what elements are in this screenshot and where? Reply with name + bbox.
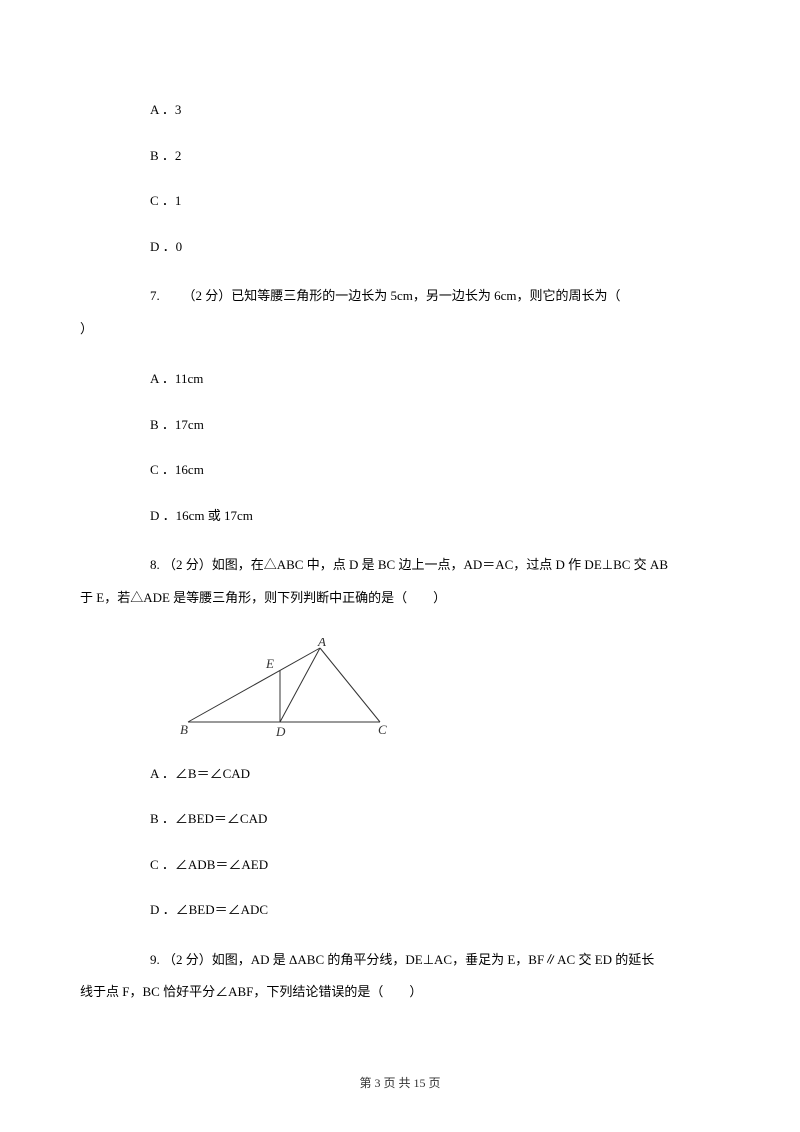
option-text: B ．17cm (150, 417, 204, 432)
question-text: 于 E，若△ADE 是等腰三角形，则下列判断中正确的是（ ） (80, 590, 446, 605)
option-text: B ．2 (150, 148, 181, 163)
q8-option-b: B ．∠BED＝∠CAD (80, 809, 720, 829)
q6-option-d: D ．0 (80, 237, 720, 257)
q8-text-line2: 于 E，若△ADE 是等腰三角形，则下列判断中正确的是（ ） (80, 584, 720, 613)
q7-option-c: C ．16cm (80, 460, 720, 480)
question-text: 7. （2 分）已知等腰三角形的一边长为 5cm，另一边长为 6cm，则它的周长… (150, 288, 621, 303)
q8-option-d: D ．∠BED＝∠ADC (80, 900, 720, 920)
option-text: D ．0 (150, 239, 182, 254)
option-text: C ．1 (150, 193, 181, 208)
option-text: B ．∠BED＝∠CAD (150, 811, 267, 826)
svg-text:B: B (180, 722, 188, 737)
q8-figure: A B C D E (180, 638, 720, 744)
option-text: C ．16cm (150, 462, 204, 477)
svg-text:E: E (265, 656, 274, 671)
option-text: D ．16cm 或 17cm (150, 508, 253, 523)
q8-option-a: A ．∠B＝∠CAD (80, 764, 720, 784)
question-text: 线于点 F，BC 恰好平分∠ABF，下列结论错误的是（ ） (80, 984, 422, 999)
question-text: ） (80, 321, 93, 336)
triangle-diagram: A B C D E (180, 638, 410, 738)
q8-option-c: C ．∠ADB＝∠AED (80, 855, 720, 875)
q7-text-line2: ） (80, 315, 720, 344)
option-text: A ．11cm (150, 371, 203, 386)
svg-text:A: A (317, 638, 326, 649)
option-text: A ．∠B＝∠CAD (150, 766, 250, 781)
q9-text-line2: 线于点 F，BC 恰好平分∠ABF，下列结论错误的是（ ） (80, 978, 720, 1007)
page-content: A ．3 B ．2 C ．1 D ．0 7. （2 分）已知等腰三角形的一边长为… (0, 0, 800, 1007)
page-number: 第 3 页 共 15 页 (359, 1076, 440, 1090)
q7-option-a: A ．11cm (80, 369, 720, 389)
question-text: 9. （2 分）如图，AD 是 ΔABC 的角平分线，DE⊥AC，垂足为 E，B… (150, 952, 654, 967)
page-footer: 第 3 页 共 15 页 (0, 1074, 800, 1092)
svg-text:D: D (275, 724, 286, 738)
q9-text-line1: 9. （2 分）如图，AD 是 ΔABC 的角平分线，DE⊥AC，垂足为 E，B… (80, 946, 720, 975)
q7-option-d: D ．16cm 或 17cm (80, 506, 720, 526)
q7-text-line1: 7. （2 分）已知等腰三角形的一边长为 5cm，另一边长为 6cm，则它的周长… (80, 282, 720, 311)
q8-text-line1: 8. （2 分）如图，在△ABC 中，点 D 是 BC 边上一点，AD＝AC，过… (80, 551, 720, 580)
q6-option-b: B ．2 (80, 146, 720, 166)
option-text: D ．∠BED＝∠ADC (150, 902, 268, 917)
q6-option-a: A ．3 (80, 100, 720, 120)
q7-option-b: B ．17cm (80, 415, 720, 435)
svg-text:C: C (378, 722, 387, 737)
option-text: C ．∠ADB＝∠AED (150, 857, 268, 872)
question-text: 8. （2 分）如图，在△ABC 中，点 D 是 BC 边上一点，AD＝AC，过… (150, 557, 668, 572)
q6-option-c: C ．1 (80, 191, 720, 211)
option-text: A ．3 (150, 102, 181, 117)
